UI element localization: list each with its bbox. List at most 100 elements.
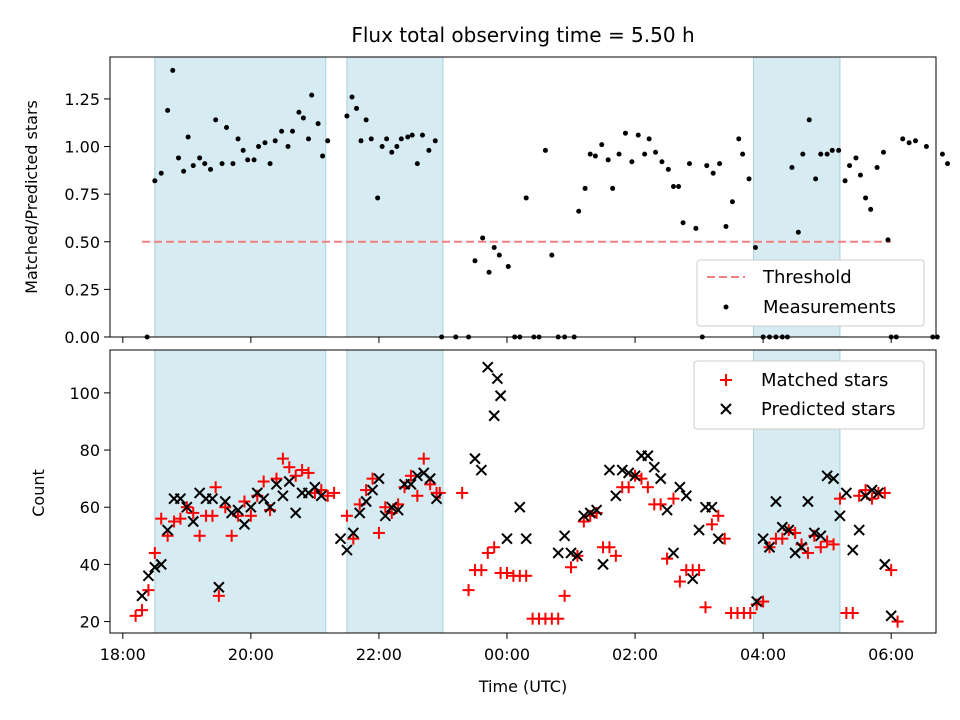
predicted-point — [142, 570, 155, 582]
measurement-point — [531, 334, 537, 340]
measurement-point — [857, 172, 863, 178]
observing-window-top — [154, 56, 327, 338]
measurement-point — [587, 151, 593, 157]
matched-point — [174, 512, 187, 525]
measurement-point — [245, 157, 251, 163]
measurement-point — [842, 178, 848, 184]
measurement-point — [389, 149, 395, 155]
measurement-point — [325, 138, 331, 144]
measurement-point — [686, 161, 692, 167]
predicted-point — [763, 541, 776, 553]
predicted-point — [552, 547, 564, 559]
top-y-tick-label: 0.25 — [64, 280, 100, 299]
matched-point — [417, 452, 430, 465]
measurement-point — [710, 170, 716, 176]
measurement-point — [789, 164, 795, 170]
matched-point — [641, 481, 654, 494]
measurement-point — [190, 163, 196, 169]
measurement-point — [874, 164, 880, 170]
measurement-point — [629, 159, 635, 165]
measurement-point — [653, 149, 659, 155]
bottom-x-tick-label: 22:00 — [356, 645, 402, 664]
matched-point — [603, 541, 616, 554]
measurement-point — [863, 195, 869, 201]
predicted-point — [834, 510, 846, 522]
matched-point — [891, 615, 904, 628]
predicted-point — [674, 481, 686, 493]
measurement-point — [466, 334, 472, 340]
top-panel: 0.00 0.25 0.50 0.75 1.00 1.25 Matched/Predict… — [22, 56, 951, 347]
measurement-point — [616, 151, 622, 157]
measurement-point — [939, 151, 945, 157]
predicted-point — [597, 558, 609, 571]
bottom-x-tick-label: 18:00 — [100, 645, 146, 664]
matched-point — [404, 469, 417, 482]
matched-point — [187, 506, 200, 519]
matched-point — [238, 495, 251, 508]
matched-point — [206, 509, 219, 522]
measurement-point — [414, 161, 420, 167]
measurement-point — [309, 92, 315, 98]
matched-point — [136, 604, 149, 617]
measurement-point — [480, 235, 486, 241]
matched-point — [209, 481, 222, 494]
matched-point — [244, 509, 257, 522]
measurement-point — [635, 132, 641, 138]
bottom-x-tick-label: 02:00 — [612, 645, 658, 664]
predicted-point — [411, 470, 424, 482]
bottom-x-tick-label: 20:00 — [228, 645, 274, 664]
matched-point — [859, 484, 872, 497]
predicted-point — [821, 470, 833, 482]
measurement-point — [354, 105, 360, 111]
measurement-point — [767, 334, 773, 340]
measurement-point — [419, 132, 425, 138]
matched-point — [168, 515, 181, 528]
measurement-point — [453, 334, 459, 340]
matched-point — [500, 566, 513, 579]
predicted-point — [514, 501, 526, 513]
measurement-point — [289, 128, 295, 134]
measurement-point — [642, 151, 648, 157]
matched-point — [433, 486, 446, 499]
predicted-point — [213, 581, 225, 593]
measurement-point — [868, 206, 874, 212]
predicted-point — [584, 507, 596, 519]
predicted-legend-swatch — [720, 403, 732, 415]
matched-point — [456, 486, 469, 499]
bottom-y-tick-label: 20 — [80, 613, 100, 632]
predicted-point — [354, 507, 366, 519]
predicted-point — [654, 472, 667, 485]
matched-point — [424, 478, 437, 491]
measurement-point — [426, 147, 432, 153]
measurement-point — [208, 166, 214, 172]
top-y-tick-label: 1.00 — [64, 138, 100, 157]
predicted-point — [712, 532, 725, 545]
measurement-point — [394, 144, 400, 150]
matched-point — [776, 532, 789, 545]
matched-point — [296, 464, 309, 477]
measurement-point — [549, 252, 555, 258]
predicted-point — [238, 518, 251, 531]
matched-point — [488, 541, 501, 554]
predicted-point — [136, 590, 148, 602]
predicted-point — [757, 532, 769, 545]
predicted-point — [289, 507, 302, 519]
predicted-point — [315, 490, 328, 502]
predicted-point — [565, 547, 577, 559]
measurement-point — [144, 334, 150, 340]
measurement-point — [165, 107, 171, 113]
measurement-point — [349, 94, 355, 100]
predicted-point — [155, 558, 167, 571]
predicted-point — [629, 470, 641, 482]
predicted-point — [430, 492, 443, 505]
measurement-point — [219, 161, 225, 167]
matched-point — [673, 575, 686, 588]
predicted-point — [232, 504, 244, 516]
predicted-point — [360, 495, 372, 508]
matched-point — [193, 529, 206, 542]
predicted-point — [366, 484, 379, 496]
matched-point — [328, 486, 341, 499]
matched-point — [155, 512, 168, 525]
measurement-point — [746, 176, 752, 182]
